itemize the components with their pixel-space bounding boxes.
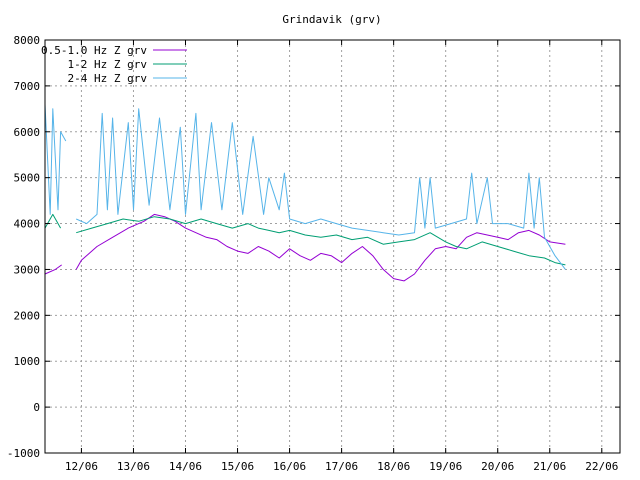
x-tick-label: 13/06 (117, 460, 150, 473)
y-tick-label: 4000 (14, 218, 41, 231)
y-tick-label: 8000 (14, 34, 41, 47)
chart-title: Grindavik (grv) (282, 13, 381, 26)
grid (45, 40, 620, 453)
y-tick-label: 5000 (14, 172, 41, 185)
y-tick-label: 3000 (14, 263, 41, 276)
legend-label: 0.5-1.0 Hz Z grv (41, 44, 147, 57)
y-tick-label: 6000 (14, 126, 41, 139)
legend-label: 2-4 Hz Z grv (68, 72, 148, 85)
series-layer (44, 104, 566, 282)
x-tick-label: 14/06 (169, 460, 202, 473)
x-tick-label: 19/06 (429, 460, 462, 473)
x-tick-label: 12/06 (65, 460, 98, 473)
series-line-1 (44, 213, 566, 282)
x-tick-label: 20/06 (481, 460, 514, 473)
x-tick-label: 21/06 (533, 460, 566, 473)
x-tick-label: 16/06 (273, 460, 306, 473)
y-tick-label: 7000 (14, 80, 41, 93)
y-tick-label: 1000 (14, 355, 41, 368)
legend-label: 1-2 Hz Z grv (68, 58, 148, 71)
y-tick-label: -1000 (7, 447, 40, 460)
series-line-2 (44, 213, 566, 266)
y-tick-label: 2000 (14, 309, 41, 322)
plot-frame (44, 39, 621, 454)
x-tick-label: 17/06 (325, 460, 358, 473)
x-tick-label: 22/06 (585, 460, 618, 473)
series-line-3 (44, 104, 566, 270)
x-tick-label: 15/06 (221, 460, 254, 473)
y-tick-label: 0 (33, 401, 40, 414)
axes: -1000 0 1000 2000 3000 4000 5000 6000 7000 8000 12… (7, 34, 620, 473)
x-tick-label: 18/06 (377, 460, 410, 473)
